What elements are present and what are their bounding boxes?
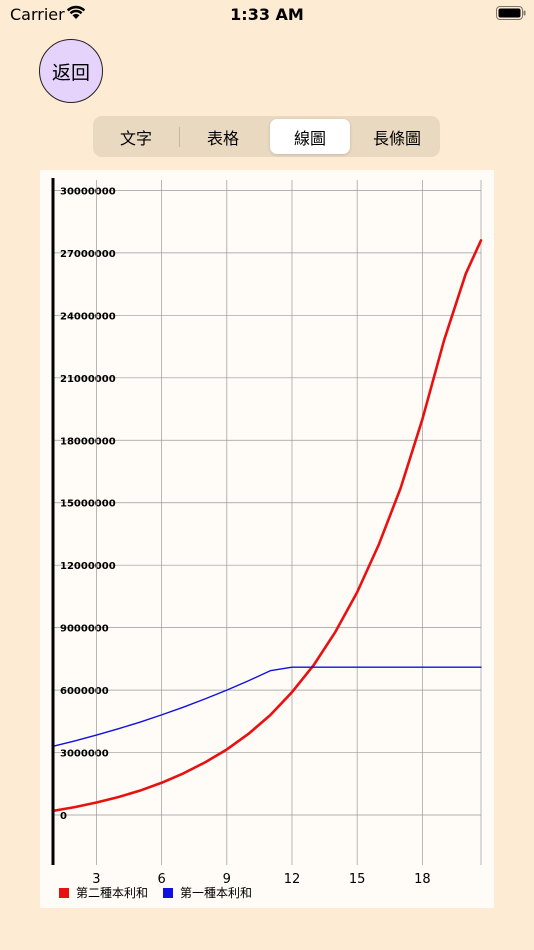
y-tick-label: 15000000 — [60, 499, 116, 510]
y-tick-label: 6000000 — [60, 686, 109, 697]
wifi-icon — [66, 5, 86, 19]
segment-line-chart[interactable]: 線圖 — [270, 119, 350, 154]
legend-label-2: 第一種本利和 — [180, 886, 252, 900]
y-tick-label: 21000000 — [60, 374, 116, 385]
y-tick-label: 0 — [60, 811, 67, 822]
segment-bar-chart[interactable]: 長條圖 — [372, 128, 421, 148]
series-line-2 — [52, 666, 482, 748]
segment-table[interactable]: 表格 — [206, 128, 239, 148]
clock: 1:33 AM — [230, 5, 304, 24]
carrier-label: Carrier — [10, 5, 65, 24]
y-tick-label: 27000000 — [60, 249, 116, 260]
y-tick-label: 18000000 — [60, 436, 116, 447]
status-bar: Carrier 1:33 AM — [0, 0, 534, 30]
x-tick-label: 12 — [284, 872, 301, 887]
back-button[interactable]: 返回 — [39, 39, 103, 103]
y-tick-label: 30000000 — [60, 186, 116, 197]
chart-canvas: 0 3000000 6000000 9000000 12000000 15000000 18… — [51, 178, 483, 900]
x-tick-label: 15 — [349, 872, 366, 887]
y-tick-label: 24000000 — [60, 311, 116, 322]
x-tick-label: 18 — [414, 872, 431, 887]
view-mode-segmented-control: 文字 表格 線圖 長條圖 — [93, 116, 440, 157]
y-tick-label: 3000000 — [60, 749, 109, 760]
legend-swatch-1 — [59, 888, 69, 898]
segment-divider — [179, 127, 180, 147]
segment-text[interactable]: 文字 — [119, 128, 152, 148]
series-line-1 — [51, 239, 483, 813]
y-tick-label: 9000000 — [60, 624, 109, 635]
legend-swatch-2 — [163, 888, 173, 898]
x-tick-label: 6 — [157, 872, 165, 887]
line-chart: 0 3000000 6000000 9000000 12000000 15000000 18… — [40, 170, 494, 908]
battery-icon — [496, 6, 526, 20]
x-tick-label: 3 — [92, 872, 100, 887]
x-tick-label: 9 — [223, 872, 231, 887]
legend-label-1: 第二種本利和 — [76, 886, 148, 900]
y-tick-label: 12000000 — [60, 561, 116, 572]
